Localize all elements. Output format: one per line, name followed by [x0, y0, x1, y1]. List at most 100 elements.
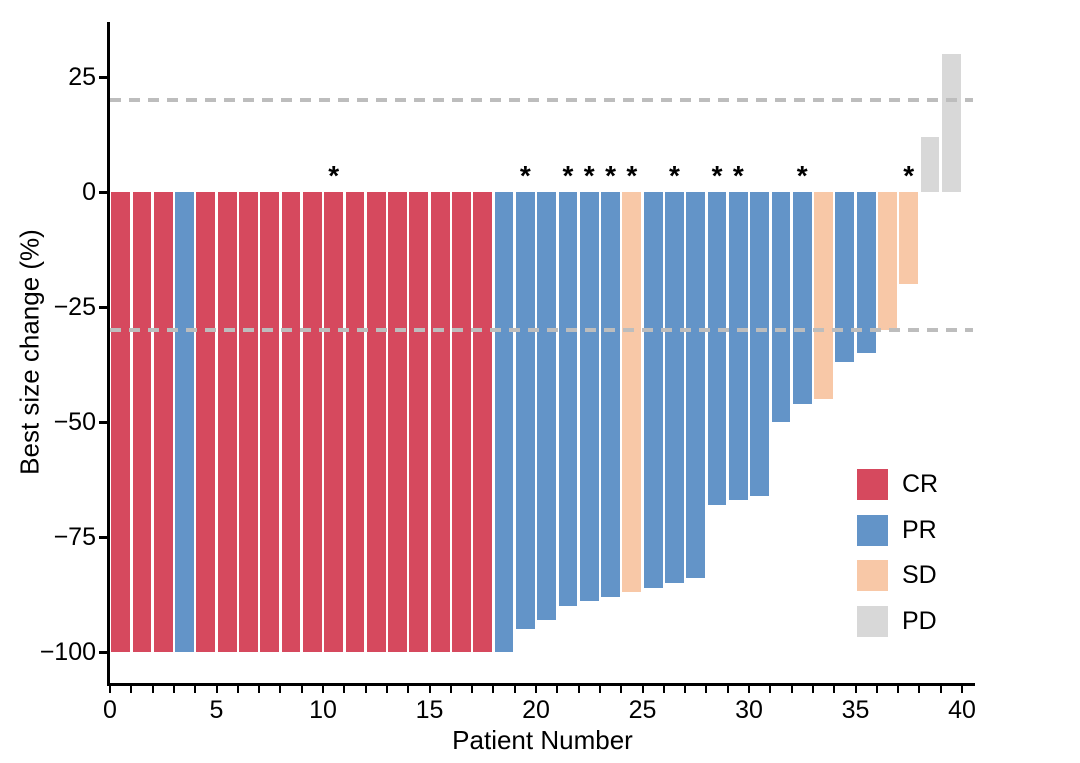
y-tick-label-0: 0	[82, 178, 96, 206]
x-tick-13	[385, 686, 388, 693]
x-tick-label-35: 35	[841, 696, 870, 724]
x-tick-17	[471, 686, 474, 693]
x-tick-10	[322, 686, 324, 693]
y-tick-label--100: −100	[39, 638, 96, 666]
bar-patient-12-cr	[345, 192, 365, 652]
bar-patient-18-cr	[473, 192, 493, 652]
bar-patient-39-pd	[920, 136, 940, 192]
bar-patient-25-sd	[622, 192, 642, 593]
bar-patient-3-cr	[153, 192, 173, 652]
bar-patient-26-pr	[643, 192, 663, 588]
y-tick--75	[99, 536, 107, 539]
x-tick-34	[833, 686, 836, 693]
asterisk-patient-27: *	[668, 160, 680, 191]
x-tick-30	[748, 686, 750, 693]
bar-patient-2-cr	[132, 192, 152, 652]
legend-swatch-cr	[857, 469, 888, 500]
y-tick-0	[99, 191, 107, 194]
bar-patient-38-sd	[899, 192, 919, 284]
x-tick-23	[598, 686, 601, 693]
x-tick-label-10: 10	[309, 696, 337, 724]
asterisk-patient-38: *	[903, 160, 915, 191]
bar-patient-32-pr	[771, 192, 791, 422]
bar-patient-23-pr	[579, 192, 599, 602]
y-tick-label--75: −75	[53, 523, 96, 551]
asterisk-patient-25: *	[626, 160, 638, 191]
x-tick-label-20: 20	[522, 696, 550, 724]
y-tick--100	[99, 651, 107, 654]
x-tick-26	[662, 686, 665, 693]
x-tick-25	[641, 686, 644, 693]
x-tick-label-0: 0	[103, 696, 117, 724]
bar-patient-37-sd	[878, 192, 897, 330]
bar-patient-30-pr	[728, 192, 748, 501]
x-tick-20	[535, 686, 537, 693]
legend-label-pr: PR	[902, 515, 937, 544]
x-axis-title: Patient Number	[452, 725, 633, 755]
bar-patient-36-pr	[856, 192, 876, 353]
reference-line-minus30	[110, 328, 973, 332]
asterisk-patient-23: *	[583, 160, 595, 191]
y-tick--50	[99, 421, 107, 424]
asterisk-patient-22: *	[562, 160, 574, 191]
x-tick-label-30: 30	[735, 696, 763, 724]
bar-patient-19-pr	[494, 192, 514, 652]
legend-label-sd: SD	[902, 561, 937, 590]
x-tick-40	[961, 686, 963, 693]
x-tick-35	[854, 686, 857, 693]
asterisk-patient-11: *	[328, 160, 340, 191]
x-tick-12	[364, 686, 367, 693]
x-tick-6	[236, 686, 239, 693]
x-tick-11	[343, 686, 346, 693]
bar-patient-13-cr	[366, 192, 386, 652]
x-tick-32	[790, 686, 793, 693]
x-tick-label-40: 40	[948, 696, 976, 724]
x-tick-5	[215, 686, 218, 693]
x-tick-38	[918, 686, 921, 693]
bar-patient-4-pr	[175, 192, 194, 652]
asterisk-patient-20: *	[519, 160, 531, 191]
x-tick-7	[258, 686, 261, 693]
bar-patient-6-cr	[217, 192, 237, 652]
legend-item-sd: SD	[857, 560, 937, 592]
legend-item-pr: PR	[857, 514, 937, 546]
bar-patient-28-pr	[686, 192, 706, 579]
x-tick-label-15: 15	[415, 696, 444, 724]
bar-patient-27-pr	[665, 192, 684, 583]
x-tick-18	[492, 686, 495, 693]
x-tick-21	[556, 686, 559, 693]
x-tick-3	[172, 686, 175, 693]
bar-patient-33-pr	[792, 192, 812, 404]
bar-patient-40-pd	[941, 54, 961, 192]
bar-patient-11-cr	[324, 192, 344, 652]
legend-swatch-pd	[857, 606, 888, 638]
legend-label-pd: PD	[902, 607, 937, 636]
x-tick-1	[130, 686, 133, 693]
bar-patient-31-pr	[750, 192, 770, 496]
legend-item-pd: PD	[857, 606, 937, 638]
bar-patient-9-cr	[281, 192, 301, 652]
legend-item-cr: CR	[857, 469, 938, 500]
y-tick-label--25: −25	[53, 293, 96, 321]
bar-patient-10-cr	[302, 192, 322, 652]
bar-patient-15-cr	[409, 192, 429, 652]
x-tick-37	[897, 686, 900, 693]
y-tick-label-25: 25	[68, 63, 96, 91]
asterisk-patient-30: *	[732, 160, 744, 191]
y-tick--25	[99, 306, 107, 309]
x-tick-19	[513, 686, 516, 693]
x-tick-33	[811, 686, 814, 693]
bar-patient-1-cr	[111, 192, 131, 652]
y-tick-25	[99, 76, 107, 79]
x-tick-31	[769, 686, 772, 693]
x-tick-8	[279, 686, 282, 693]
asterisk-patient-33: *	[796, 160, 808, 191]
y-axis-line	[107, 22, 110, 686]
y-axis-title: Best size change (%)	[14, 229, 45, 475]
x-axis-line	[107, 683, 975, 686]
bar-patient-20-pr	[515, 192, 535, 629]
x-tick-label-25: 25	[628, 696, 657, 724]
bar-patient-16-cr	[430, 192, 450, 652]
x-tick-label-5: 5	[209, 696, 224, 724]
